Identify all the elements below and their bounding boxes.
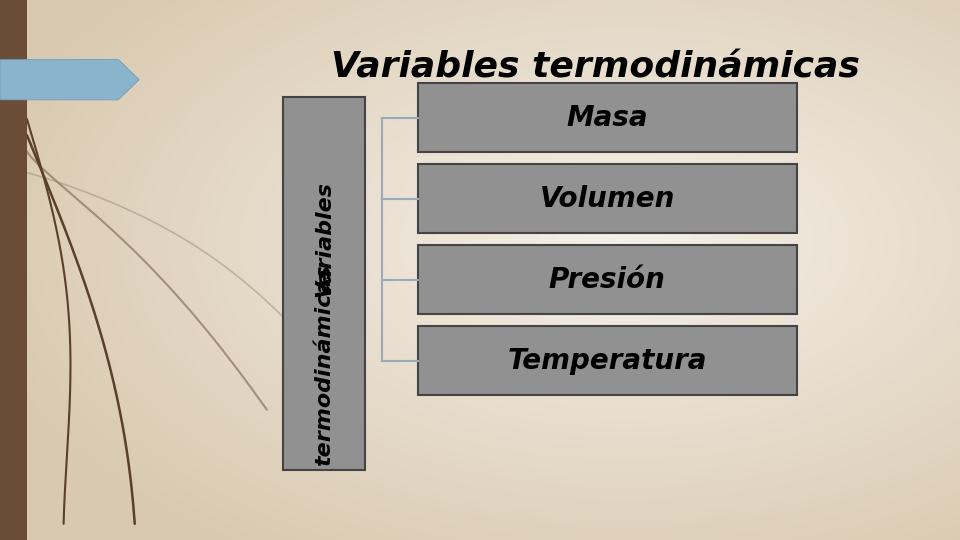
Text: termodinámicas: termodinámicas	[314, 265, 334, 467]
FancyBboxPatch shape	[283, 97, 365, 470]
Text: Variables: Variables	[314, 181, 334, 297]
Text: Masa: Masa	[566, 104, 648, 132]
Text: Presión: Presión	[549, 266, 665, 294]
FancyBboxPatch shape	[418, 326, 797, 395]
FancyBboxPatch shape	[418, 164, 797, 233]
Text: Volumen: Volumen	[540, 185, 675, 213]
FancyBboxPatch shape	[0, 0, 27, 540]
Text: Temperatura: Temperatura	[508, 347, 707, 375]
FancyBboxPatch shape	[418, 245, 797, 314]
FancyBboxPatch shape	[418, 83, 797, 152]
Polygon shape	[0, 59, 139, 100]
Text: Variables termodinámicas: Variables termodinámicas	[331, 51, 859, 84]
